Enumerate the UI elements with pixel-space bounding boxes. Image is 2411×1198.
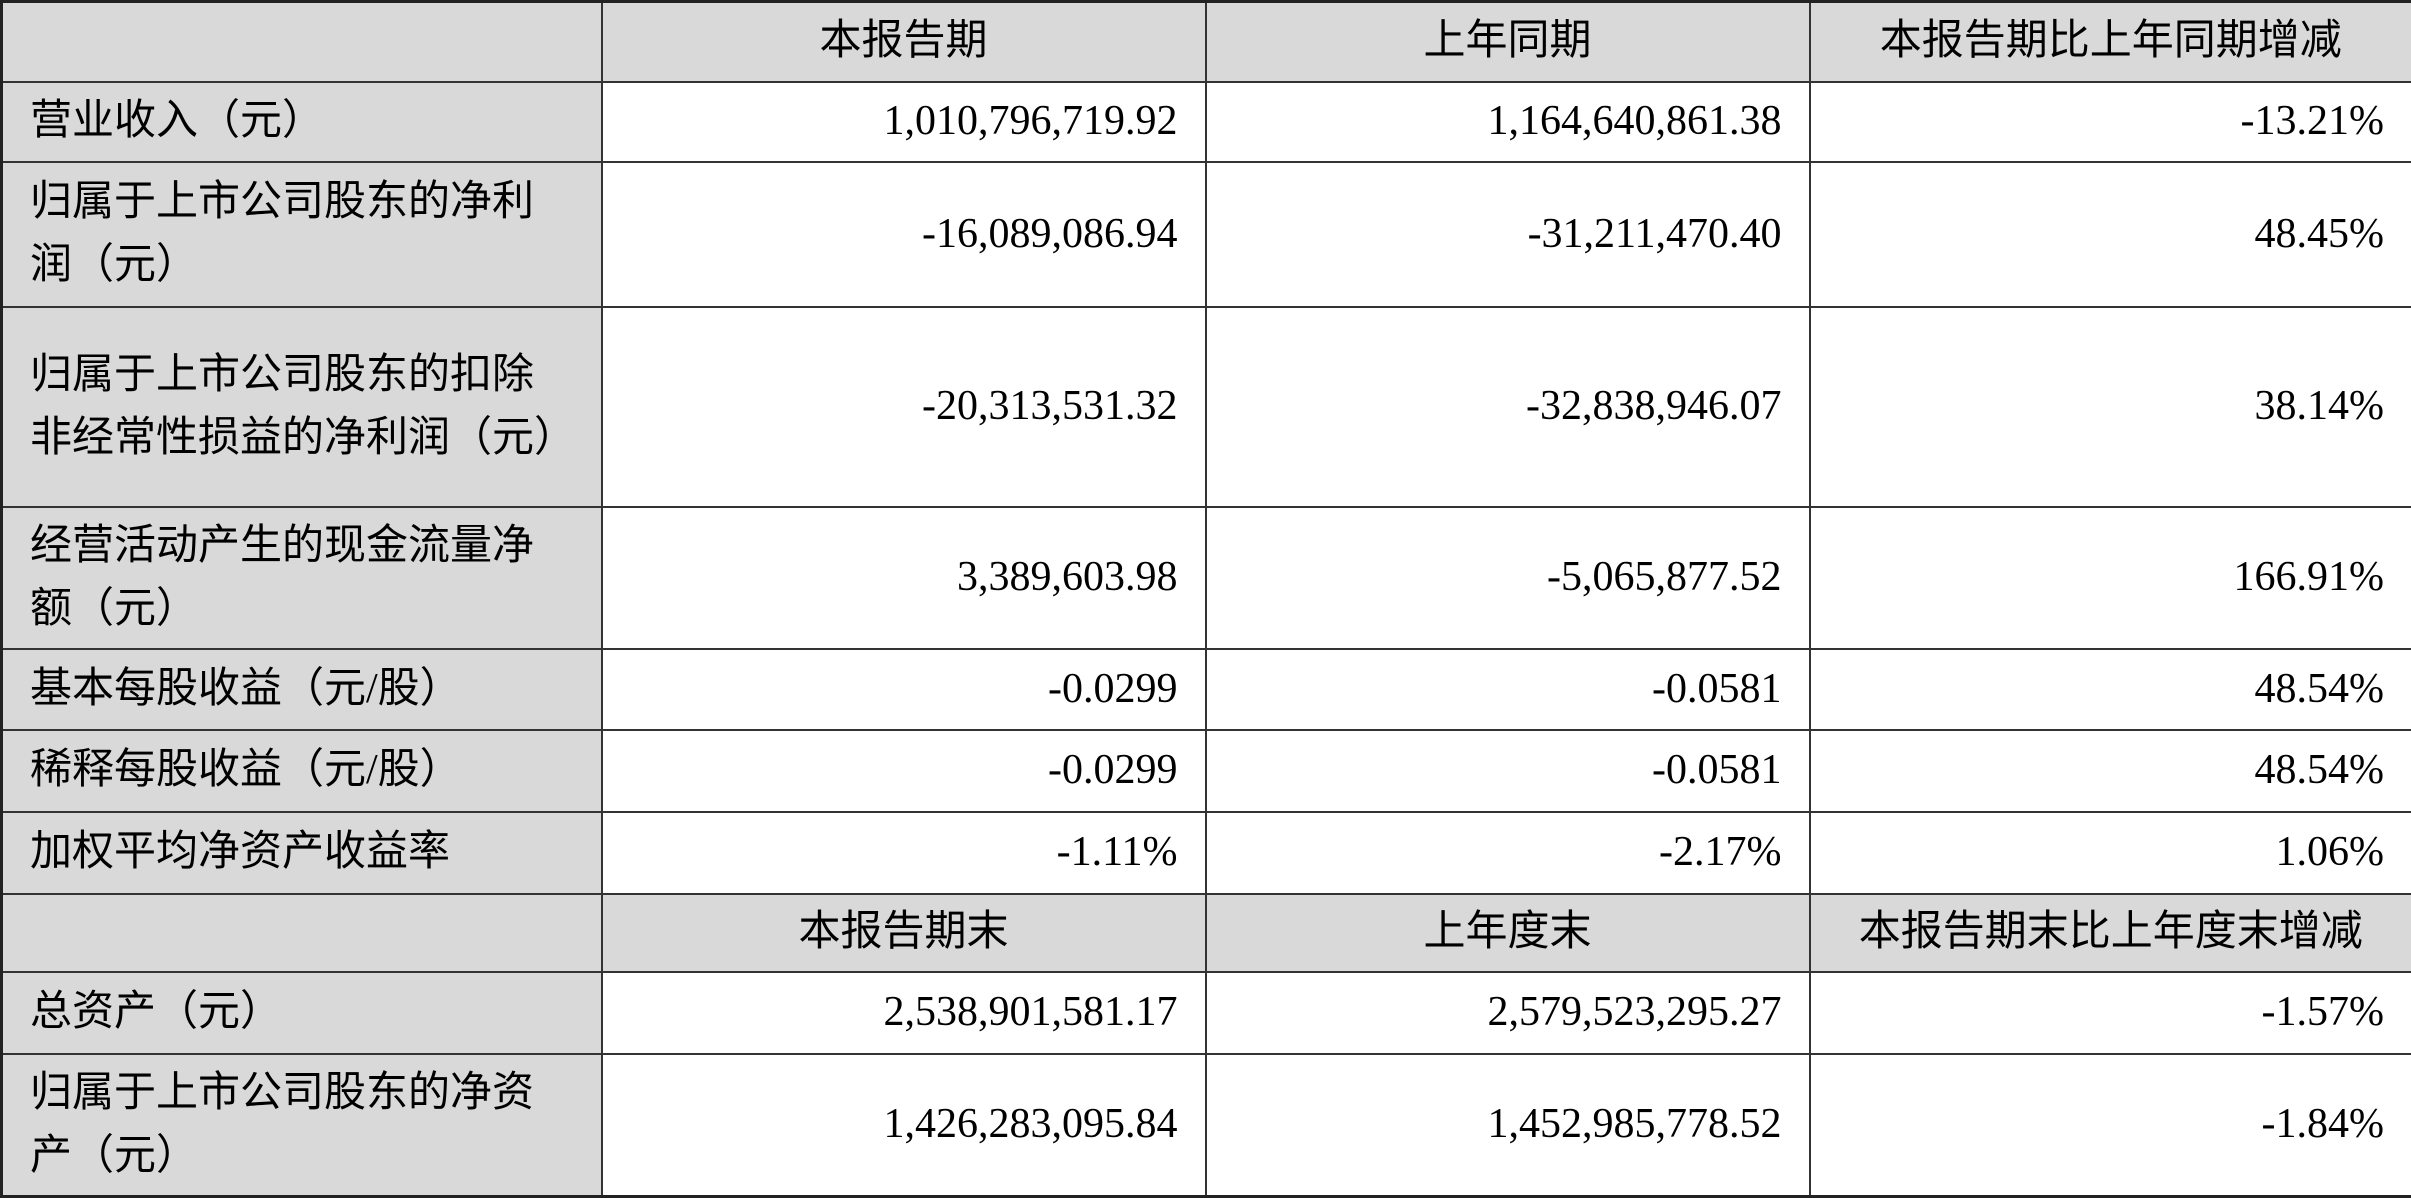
value-prior: -32,838,946.07 <box>1206 307 1810 507</box>
column-header-prior-period: 上年同期 <box>1206 2 1810 82</box>
value-change: 1.06% <box>1810 812 2411 894</box>
row-label: 经营活动产生的现金流量净额（元） <box>2 507 602 649</box>
row-label: 营业收入（元） <box>2 82 602 162</box>
table-row: 基本每股收益（元/股） -0.0299 -0.0581 48.54% <box>2 649 2411 730</box>
value-current: 3,389,603.98 <box>602 507 1206 649</box>
value-current: 1,010,796,719.92 <box>602 82 1206 162</box>
column-header-end-of-period: 本报告期末 <box>602 894 1206 972</box>
value-current: 1,426,283,095.84 <box>602 1054 1206 1197</box>
value-change: -13.21% <box>1810 82 2411 162</box>
row-label: 稀释每股收益（元/股） <box>2 730 602 812</box>
column-header-period-change: 本报告期比上年同期增减 <box>1810 2 2411 82</box>
value-prior: 2,579,523,295.27 <box>1206 972 1810 1054</box>
value-change: 48.45% <box>1810 162 2411 307</box>
value-current: -0.0299 <box>602 730 1206 812</box>
header-row-period: 本报告期 上年同期 本报告期比上年同期增减 <box>2 2 2411 82</box>
value-prior: -5,065,877.52 <box>1206 507 1810 649</box>
row-label: 归属于上市公司股东的净利润（元） <box>2 162 602 307</box>
value-change: -1.84% <box>1810 1054 2411 1197</box>
row-label: 加权平均净资产收益率 <box>2 812 602 894</box>
value-prior: 1,452,985,778.52 <box>1206 1054 1810 1197</box>
table-row: 总资产（元） 2,538,901,581.17 2,579,523,295.27… <box>2 972 2411 1054</box>
value-change: -1.57% <box>1810 972 2411 1054</box>
table-row: 加权平均净资产收益率 -1.11% -2.17% 1.06% <box>2 812 2411 894</box>
header-stub-cell <box>2 894 602 972</box>
value-prior: -31,211,470.40 <box>1206 162 1810 307</box>
value-current: -16,089,086.94 <box>602 162 1206 307</box>
value-change: 48.54% <box>1810 649 2411 730</box>
value-current: -1.11% <box>602 812 1206 894</box>
header-stub-cell <box>2 2 602 82</box>
value-current: -0.0299 <box>602 649 1206 730</box>
value-change: 166.91% <box>1810 507 2411 649</box>
row-label: 基本每股收益（元/股） <box>2 649 602 730</box>
column-header-current-period: 本报告期 <box>602 2 1206 82</box>
value-current: 2,538,901,581.17 <box>602 972 1206 1054</box>
value-prior: -0.0581 <box>1206 730 1810 812</box>
value-prior: -0.0581 <box>1206 649 1810 730</box>
value-change: 48.54% <box>1810 730 2411 812</box>
value-prior: -2.17% <box>1206 812 1810 894</box>
row-label: 归属于上市公司股东的净资产（元） <box>2 1054 602 1197</box>
row-label: 归属于上市公司股东的扣除非经常性损益的净利润（元） <box>2 307 602 507</box>
table-row: 归属于上市公司股东的净资产（元） 1,426,283,095.84 1,452,… <box>2 1054 2411 1197</box>
table-row: 经营活动产生的现金流量净额（元） 3,389,603.98 -5,065,877… <box>2 507 2411 649</box>
table-row: 营业收入（元） 1,010,796,719.92 1,164,640,861.3… <box>2 82 2411 162</box>
value-change: 38.14% <box>1810 307 2411 507</box>
table-row: 稀释每股收益（元/股） -0.0299 -0.0581 48.54% <box>2 730 2411 812</box>
value-prior: 1,164,640,861.38 <box>1206 82 1810 162</box>
table-row: 归属于上市公司股东的净利润（元） -16,089,086.94 -31,211,… <box>2 162 2411 307</box>
row-label: 总资产（元） <box>2 972 602 1054</box>
table-row: 归属于上市公司股东的扣除非经常性损益的净利润（元） -20,313,531.32… <box>2 307 2411 507</box>
value-current: -20,313,531.32 <box>602 307 1206 507</box>
column-header-end-change: 本报告期末比上年度末增减 <box>1810 894 2411 972</box>
header-row-end-of-period: 本报告期末 上年度末 本报告期末比上年度末增减 <box>2 894 2411 972</box>
column-header-prior-year-end: 上年度末 <box>1206 894 1810 972</box>
